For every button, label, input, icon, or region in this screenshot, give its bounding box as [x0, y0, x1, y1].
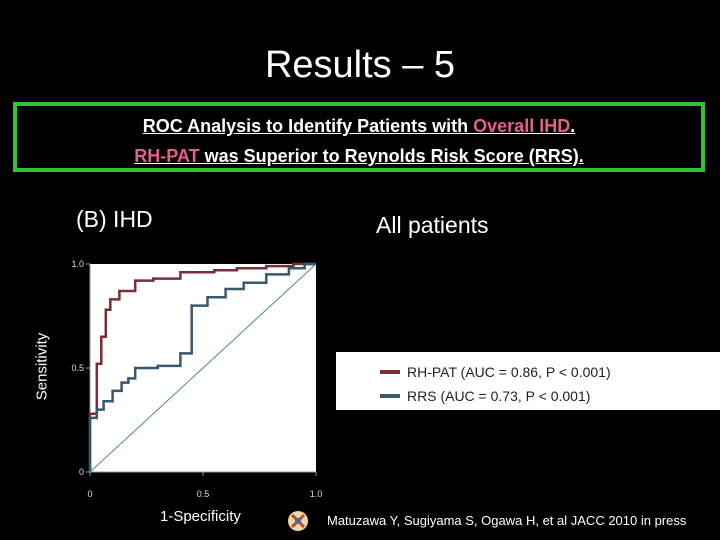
roc-point: [133, 279, 137, 282]
roc-point: [303, 262, 307, 266]
roc-point: [242, 281, 245, 285]
roc-point: [179, 271, 182, 274]
roc-point: [100, 335, 103, 339]
roc-point: [109, 298, 112, 301]
roc-point: [287, 266, 291, 270]
summary-box: ROC Analysis to Identify Patients with O…: [13, 102, 705, 172]
roc-point: [265, 273, 268, 276]
roc-point: [95, 408, 99, 411]
panel-label: (B) IHD: [76, 206, 153, 232]
roc-point: [111, 389, 114, 393]
summary-highlight-rhpat: RH-PAT: [134, 146, 200, 166]
roc-point: [88, 412, 92, 416]
summary-line-2-suffix: was Superior to Reynolds Risk Score (RRS…: [199, 146, 584, 166]
summary-highlight-ihd: Overall IHD: [473, 116, 571, 136]
roc-point: [292, 262, 295, 266]
group-label: All patients: [376, 212, 489, 238]
roc-point: [179, 352, 182, 355]
roc-point: [95, 362, 99, 366]
legend: [336, 352, 720, 410]
roc-point: [120, 381, 123, 384]
x-axis-label: 1-Specificity: [160, 508, 241, 525]
roc-point: [224, 287, 227, 291]
roc-point: [235, 266, 239, 270]
series-layer: [88, 262, 317, 473]
roc-point: [213, 268, 216, 272]
roc-point: [102, 400, 105, 403]
slide-title: Results – 5: [264, 44, 456, 86]
roc-point: [104, 308, 108, 312]
y-tick-label: 1.0: [71, 259, 84, 269]
reference-diagonal-line: [89, 263, 317, 473]
roc-point: [152, 277, 155, 280]
roc-point: [88, 416, 92, 420]
roc-point: [265, 264, 268, 268]
tick-layer: 0 0.5 1.0 0 0.5 1.0: [71, 259, 322, 499]
logo-icon: [288, 511, 308, 531]
summary-line-1: ROC Analysis to Identify Patients with O…: [17, 116, 701, 137]
x-tick-label: 0.5: [197, 489, 210, 499]
roc-point: [127, 377, 130, 380]
y-tick-label: 0: [79, 467, 84, 477]
summary-line-1-prefix: ROC Analysis to Identify Patients with: [142, 116, 474, 136]
roc-point: [118, 289, 121, 293]
summary-line-2: RH-PAT was Superior to Reynolds Risk Sco…: [17, 146, 701, 167]
citation: Matuzawa Y, Sugiyama S, Ogawa H, et al J…: [327, 513, 687, 528]
y-tick-label: 0.5: [71, 363, 84, 373]
roc-point: [156, 364, 160, 368]
x-tick-label: 0: [87, 489, 92, 499]
legend-label: RH-PAT (AUC = 0.86, P < 0.001): [407, 364, 611, 380]
roc-line-rrs: [88, 262, 316, 472]
roc-point: [206, 296, 209, 299]
roc-point: [190, 304, 193, 307]
legend-label: RRS (AUC = 0.73, P < 0.001): [407, 388, 590, 404]
roc-point: [133, 366, 137, 370]
y-axis-label: Sensitivity: [33, 332, 51, 401]
summary-line-1-suffix: .: [570, 116, 576, 136]
legend-entries: RH-PAT (AUC = 0.86, P < 0.001) RRS (AUC =…: [380, 364, 611, 404]
x-tick-label: 1.0: [310, 489, 323, 499]
